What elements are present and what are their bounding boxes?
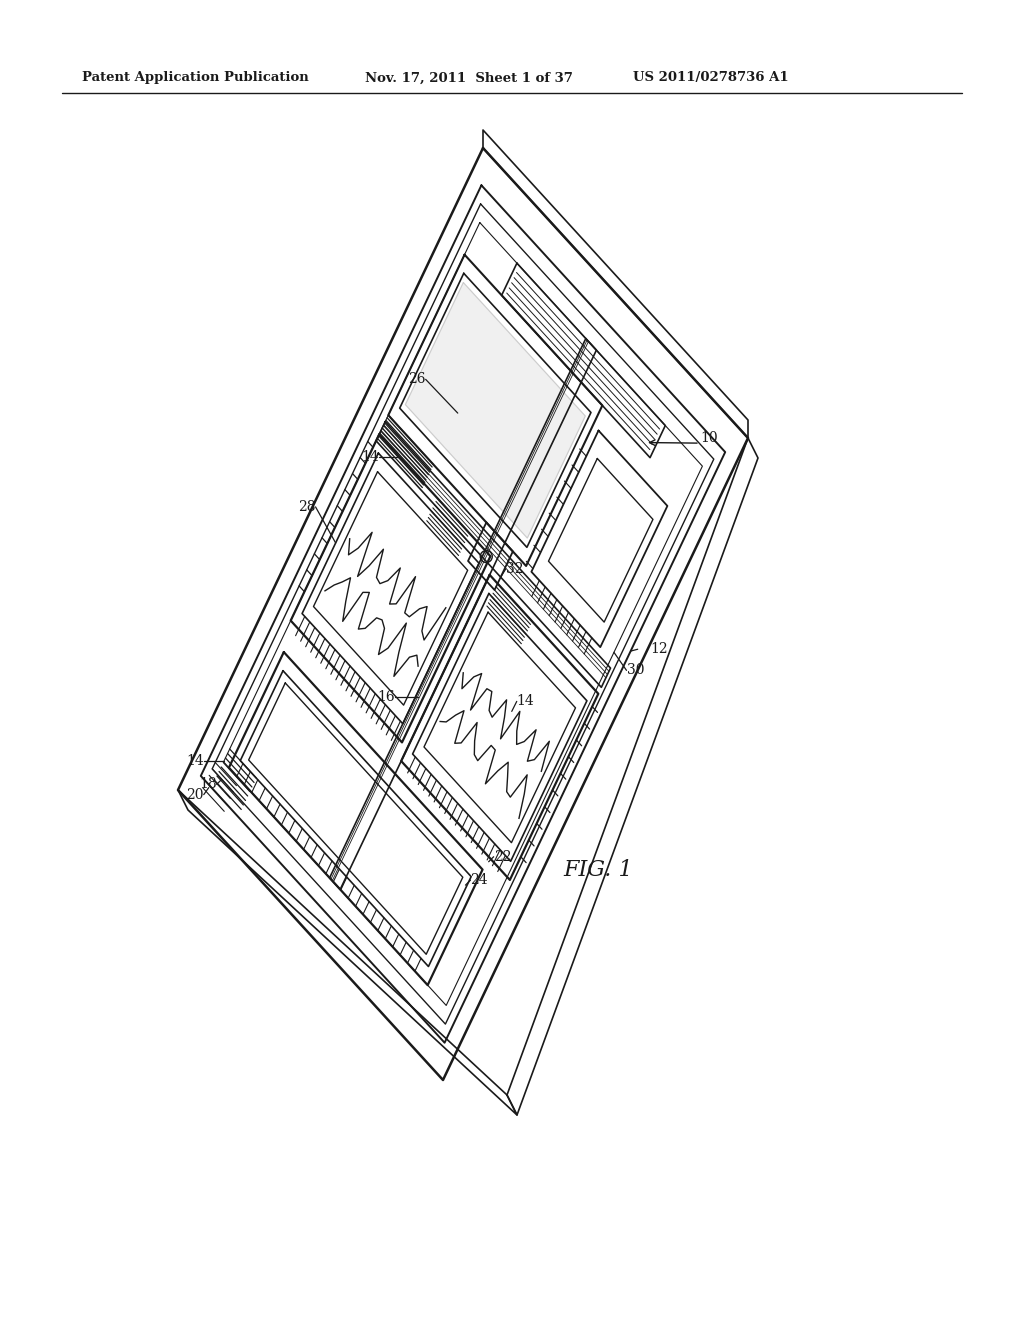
Text: 26: 26 <box>409 372 426 387</box>
Text: 20: 20 <box>186 788 204 801</box>
Text: 16: 16 <box>378 690 395 705</box>
Text: Nov. 17, 2011  Sheet 1 of 37: Nov. 17, 2011 Sheet 1 of 37 <box>365 71 572 84</box>
Text: FIG. 1: FIG. 1 <box>563 859 633 880</box>
Text: 14: 14 <box>517 694 535 709</box>
Text: 12: 12 <box>650 643 669 656</box>
Text: US 2011/0278736 A1: US 2011/0278736 A1 <box>633 71 788 84</box>
Text: 22: 22 <box>494 850 511 863</box>
Text: 18: 18 <box>199 777 217 792</box>
Text: 24: 24 <box>470 873 488 887</box>
Text: 14: 14 <box>186 754 204 768</box>
Text: 28: 28 <box>298 500 315 513</box>
Text: 14: 14 <box>360 450 379 465</box>
Text: 30: 30 <box>627 664 644 677</box>
Polygon shape <box>406 282 586 539</box>
Text: 32: 32 <box>506 562 523 576</box>
Text: Patent Application Publication: Patent Application Publication <box>82 71 309 84</box>
Text: 10: 10 <box>699 432 718 445</box>
